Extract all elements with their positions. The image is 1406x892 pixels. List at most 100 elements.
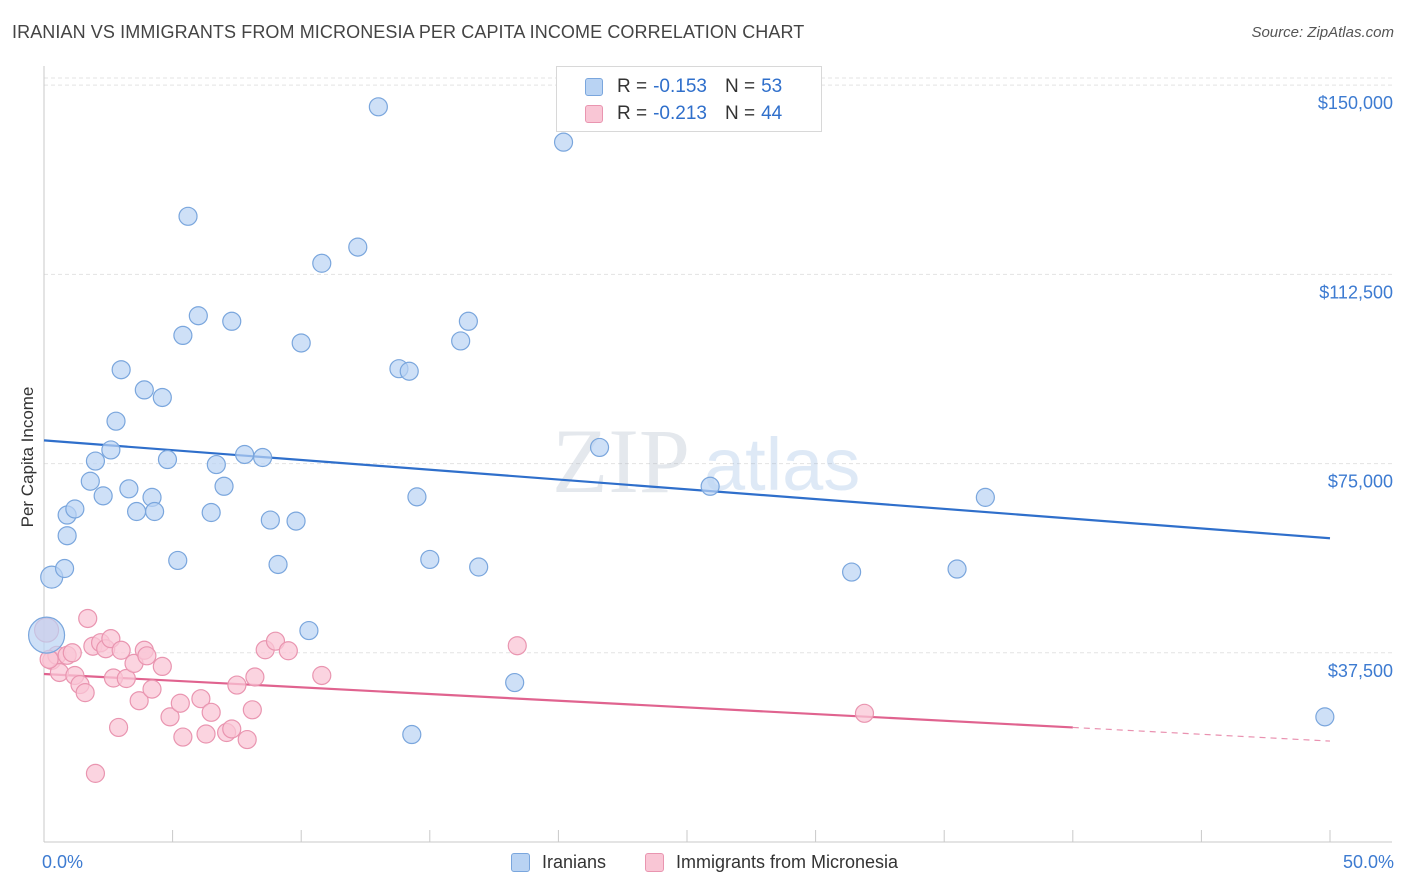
legend-n-label: N = [724,103,756,124]
legend-swatch-micronesia [585,105,603,123]
data-point-iranians [101,440,121,460]
bottom-legend-swatch-micronesia [645,853,664,872]
watermark: ZIP atlas [552,410,860,512]
data-point-iranians [119,479,139,499]
data-point-iranians [312,253,332,273]
data-point-iranians [407,487,427,507]
data-point-micronesia [242,700,262,720]
data-point-iranians [399,361,419,381]
data-point-micronesia [191,689,211,709]
y-tick-labels: $37,500 $75,000 $112,500 $150,000 [1318,93,1393,681]
data-point-iranians [947,559,967,579]
data-point-iranians [553,132,574,152]
legend-n-value-micronesia: 44 [761,103,783,124]
data-point-iranians [222,311,242,331]
data-point-iranians [469,557,489,577]
x-tick-label-min: 0.0% [42,852,84,872]
data-point-iranians [126,501,147,522]
data-point-iranians [589,437,610,458]
data-point-iranians [299,620,319,641]
points-iranians [27,97,1335,745]
data-point-iranians [268,554,288,575]
data-point-micronesia [312,665,332,686]
x-tick-label-max: 50.0% [1342,852,1394,872]
data-point-iranians [188,306,208,326]
data-point-iranians [173,325,193,346]
legend-r-label: R = [617,76,648,97]
legend-row-iranians: R = -0.153 N = 53 [585,75,782,99]
data-point-iranians [451,331,471,351]
data-point-iranians [57,526,77,546]
data-point-micronesia [278,641,298,661]
data-point-micronesia [108,717,129,738]
trend-line-micronesia [43,672,1073,729]
data-point-iranians [253,447,273,468]
legend-r-value-iranians: -0.153 [653,76,707,97]
data-point-micronesia [170,693,190,713]
trend-line-micronesia-extension [1072,726,1331,742]
data-point-iranians [27,616,66,654]
data-point-iranians [85,451,106,471]
data-point-micronesia [196,724,216,744]
data-point-micronesia [111,640,131,660]
data-point-micronesia [265,631,286,651]
data-point-iranians [291,333,311,353]
grid-lines [44,77,1392,654]
legend-swatch-iranians [585,78,603,96]
data-point-iranians [842,562,862,582]
data-point-iranians [402,724,422,745]
legend: R = -0.153 N = 53 R = -0.213 N = 44 [556,66,822,132]
data-point-iranians [93,486,113,506]
data-point-iranians [157,449,178,470]
legend-r-label: R = [617,103,648,124]
data-point-iranians [420,549,440,570]
data-point-iranians [144,501,165,522]
data-point-micronesia [237,729,257,750]
y-tick-label: $150,000 [1318,93,1393,113]
data-point-micronesia [78,608,98,629]
data-point-iranians [1315,707,1335,727]
data-point-iranians [505,672,525,693]
data-point-micronesia [85,763,106,783]
data-point-micronesia [137,646,157,666]
legend-row-micronesia: R = -0.213 N = 44 [585,102,782,126]
data-point-iranians [458,311,478,331]
data-point-micronesia [129,691,149,711]
watermark-atlas: atlas [704,423,860,506]
data-point-iranians [700,476,720,496]
bottom-legend-micronesia[interactable]: Immigrants from Micronesia [645,852,898,873]
data-point-iranians [260,510,280,530]
data-point-iranians [206,454,226,475]
data-point-micronesia [152,656,172,677]
data-point-micronesia [116,668,136,689]
chart-title: IRANIAN VS IMMIGRANTS FROM MICRONESIA PE… [12,22,805,42]
legend-r-value-micronesia: -0.213 [653,103,707,124]
data-point-micronesia [507,636,527,656]
data-point-micronesia [160,707,180,727]
bottom-legend-iranians[interactable]: Iranians [511,852,606,873]
data-point-micronesia [201,702,221,722]
data-point-iranians [54,558,75,579]
data-point-iranians [134,380,154,400]
data-point-micronesia [222,719,242,739]
data-point-micronesia [854,703,875,723]
data-point-iranians [286,511,306,531]
legend-n-value-iranians: 53 [761,76,783,97]
legend-n-label: N = [724,76,756,97]
data-point-iranians [80,471,100,491]
data-point-iranians [975,487,995,507]
data-point-iranians [111,360,131,380]
y-tick-label: $37,500 [1328,661,1393,681]
data-point-iranians [201,502,221,523]
y-tick-label: $75,000 [1328,472,1393,492]
data-point-iranians [214,476,234,496]
data-point-micronesia [245,667,265,687]
data-point-iranians [65,499,85,519]
data-point-iranians [168,550,188,571]
data-point-micronesia [75,683,95,703]
watermark-zip: ZIP [552,410,690,512]
bottom-legend-label-iranians: Iranians [542,852,607,872]
data-point-iranians [348,237,368,257]
bottom-legend-label-micronesia: Immigrants from Micronesia [676,852,899,872]
